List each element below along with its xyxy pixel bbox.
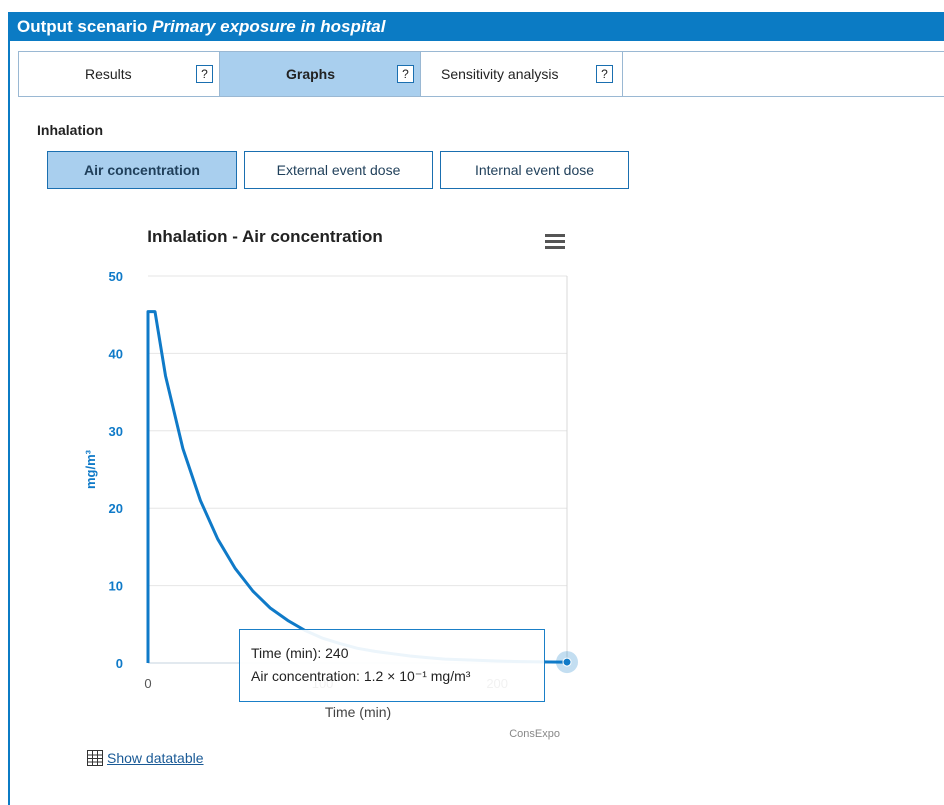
y-axis-label: mg/m³: [83, 449, 98, 489]
header-title-prefix: Output scenario: [17, 17, 148, 36]
chart-tooltip: Time (min): 240 Air concentration: 1.2 ×…: [239, 629, 545, 702]
y-tick-label: 10: [109, 579, 123, 594]
tooltip-concentration-line: Air concentration: 1.2 × 10⁻¹ mg/m³: [251, 668, 471, 684]
chart-credits[interactable]: ConsExpo: [509, 728, 560, 740]
chart-title: Inhalation - Air concentration: [147, 227, 383, 246]
tab-graphs[interactable]: Graphs ?: [219, 51, 421, 97]
output-panel: [8, 12, 944, 805]
tab-graphs-help-icon[interactable]: ?: [397, 65, 414, 83]
internal-event-dose-button[interactable]: Internal event dose: [440, 151, 629, 189]
tab-sensitivity-help-icon[interactable]: ?: [596, 65, 613, 83]
y-tick-label: 40: [109, 346, 123, 361]
external-event-dose-button[interactable]: External event dose: [244, 151, 433, 189]
tab-sensitivity-analysis[interactable]: Sensitivity analysis ?: [420, 51, 623, 97]
tooltip-time-line: Time (min): 240: [251, 645, 349, 661]
section-title: Inhalation: [37, 122, 104, 138]
hover-point-marker: [556, 651, 578, 674]
table-icon: [87, 750, 103, 766]
show-datatable-link[interactable]: Show datatable: [87, 750, 204, 766]
chart-menu-icon[interactable]: [543, 232, 567, 251]
x-tick-label: 0: [144, 676, 151, 691]
hover-point-dot: [562, 657, 572, 667]
chart-gridlines: [148, 275, 567, 587]
y-tick-label: 30: [109, 424, 123, 439]
y-tick-label: 0: [116, 656, 123, 671]
air-concentration-series-line: [146, 310, 568, 664]
x-axis-label: Time (min): [325, 704, 391, 720]
show-datatable-label: Show datatable: [107, 750, 204, 766]
air-concentration-button[interactable]: Air concentration: [47, 151, 237, 189]
tab-graphs-label: Graphs: [286, 66, 336, 82]
y-tick-label: 50: [109, 269, 123, 284]
y-axis-ticks: 0 10 20 30 40 50: [109, 269, 123, 671]
tab-results-help-icon[interactable]: ?: [196, 65, 213, 83]
panel-header: Output scenario Primary exposure in hosp…: [8, 12, 944, 41]
tab-results-label: Results: [85, 66, 132, 82]
tab-results[interactable]: Results ?: [18, 51, 220, 97]
tab-sensitivity-label: Sensitivity analysis: [441, 66, 559, 82]
y-tick-label: 20: [109, 501, 123, 516]
header-title-scenario: Primary exposure in hospital: [152, 17, 386, 36]
